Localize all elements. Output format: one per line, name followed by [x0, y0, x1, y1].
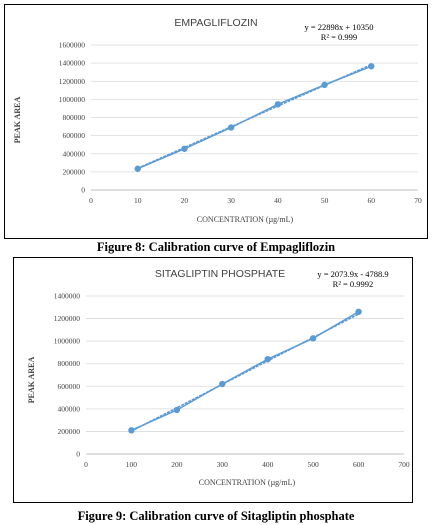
- x-tick-label: 600: [353, 460, 365, 469]
- data-point: [181, 145, 188, 152]
- x-tick-label: 70: [414, 196, 422, 205]
- x-tick-label: 60: [368, 196, 376, 205]
- data-point: [309, 335, 317, 342]
- data-point: [274, 101, 282, 108]
- series-line: [131, 311, 359, 431]
- data-point: [173, 406, 181, 414]
- data-point: [134, 165, 141, 172]
- r-squared-label: R² = 0.999: [321, 32, 357, 42]
- y-tick-label: 1400000: [59, 59, 86, 68]
- x-tick-label: 0: [89, 196, 93, 205]
- x-tick-label: 0: [84, 460, 88, 469]
- y-tick-label: 0: [76, 450, 80, 459]
- data-point: [321, 81, 328, 89]
- x-tick-label: 300: [217, 460, 229, 469]
- y-tick-label: 1200000: [59, 77, 86, 86]
- y-tick-label: 400000: [63, 149, 86, 158]
- y-tick-label: 400000: [58, 404, 81, 413]
- chart-title: SITAGLIPTIN PHOSPHATE: [155, 268, 285, 280]
- y-tick-label: 800000: [63, 113, 86, 122]
- x-tick-label: 500: [308, 460, 320, 469]
- x-tick-label: 20: [181, 196, 189, 205]
- x-axis-label: CONCENTRATION (µg/mL): [199, 478, 296, 487]
- x-tick-label: 10: [134, 196, 142, 205]
- x-tick-label: 400: [262, 460, 274, 469]
- trendline-equation: y = 2073.9x - 4788.9: [317, 269, 388, 279]
- y-tick-label: 1200000: [54, 314, 81, 323]
- y-tick-label: 1400000: [54, 292, 81, 301]
- empagliflozin-chart-svg: EMPAGLIFLOZIN y = 22898x + 10350 R² = 0.…: [13, 17, 422, 224]
- y-tick-label: 1000000: [59, 95, 86, 104]
- y-axis-label: PEAK AREA: [13, 97, 22, 144]
- y-tick-label: 600000: [58, 382, 81, 391]
- data-point: [128, 427, 135, 434]
- y-tick-label: 200000: [58, 427, 81, 436]
- y-axis-label: PEAK AREA: [27, 357, 36, 404]
- y-tick-label: 1600000: [59, 41, 86, 50]
- series-line: [137, 65, 372, 170]
- x-axis-label: CONCENTRATION (µg/mL): [197, 215, 294, 224]
- y-tick-label: 1000000: [54, 337, 81, 346]
- y-tick-label: 0: [81, 186, 85, 195]
- x-tick-label: 700: [398, 460, 410, 469]
- chart-title: EMPAGLIFLOZIN: [174, 17, 257, 29]
- empagliflozin-chart: EMPAGLIFLOZIN y = 22898x + 10350 R² = 0.…: [4, 4, 428, 239]
- x-tick-label: 50: [321, 196, 329, 205]
- sitagliptin-chart-svg: SITAGLIPTIN PHOSPHATE y = 2073.9x - 4788…: [27, 268, 410, 487]
- y-tick-label: 600000: [63, 131, 86, 140]
- x-tick-label: 30: [227, 196, 235, 205]
- x-tick-label: 40: [274, 196, 282, 205]
- x-tick-label: 100: [126, 460, 138, 469]
- sitagliptin-chart: SITAGLIPTIN PHOSPHATE y = 2073.9x - 4788…: [13, 257, 413, 503]
- figure-8-caption: Figure 8: Calibration curve of Empaglifl…: [96, 240, 336, 254]
- figure-9-caption: Figure 9: Calibration curve of Sitaglipt…: [77, 509, 355, 523]
- y-tick-label: 800000: [58, 359, 81, 368]
- data-point: [355, 308, 362, 315]
- data-point: [219, 380, 226, 388]
- y-tick-label: 200000: [63, 167, 86, 176]
- trendline-equation: y = 22898x + 10350: [304, 22, 373, 32]
- x-tick-label: 200: [171, 460, 183, 469]
- data-point: [227, 124, 235, 131]
- data-point: [368, 63, 375, 70]
- data-point: [264, 356, 271, 363]
- r-squared-label: R² = 0.9992: [333, 279, 374, 289]
